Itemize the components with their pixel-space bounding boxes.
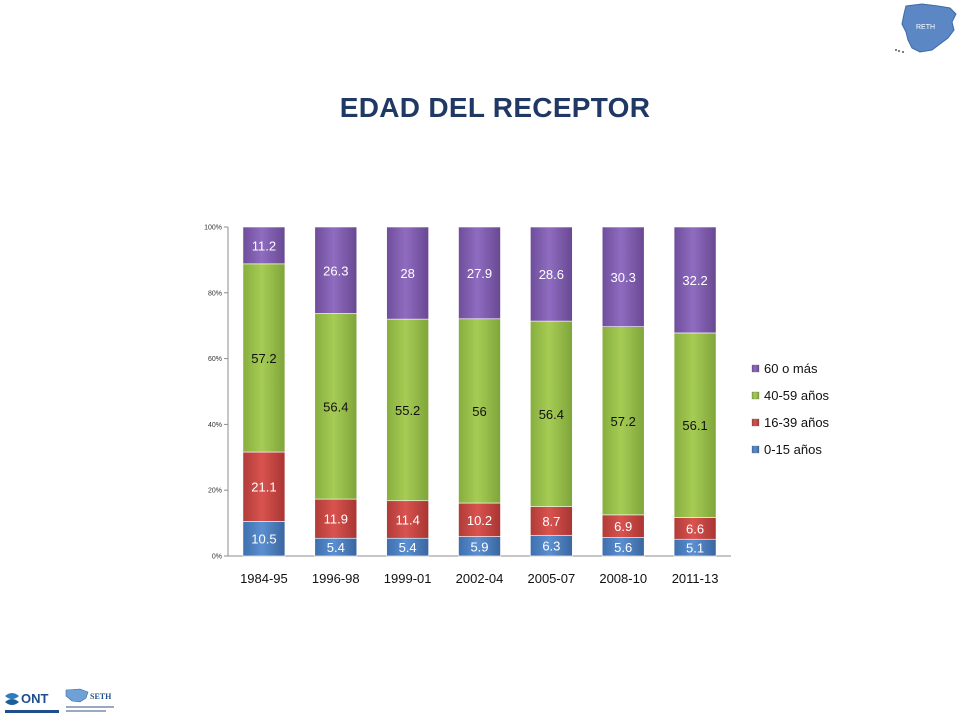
ont-logo-text: ONT <box>21 691 49 706</box>
data-label-0-15: 5.6 <box>614 540 632 555</box>
y-tick-label: 20% <box>208 488 222 495</box>
x-tick-label: 2008-10 <box>599 571 647 586</box>
bar-segment-16-39 <box>530 506 573 536</box>
data-label-60-plus: 32.2 <box>682 273 707 288</box>
data-label-60-plus: 30.3 <box>611 270 636 285</box>
data-label-0-15: 5.4 <box>327 540 345 555</box>
data-label-16-39: 8.7 <box>542 514 560 529</box>
legend-label: 0-15 años <box>764 442 822 457</box>
data-label-0-15: 5.9 <box>470 539 488 554</box>
y-tick-label: 40% <box>208 422 222 429</box>
data-label-0-15: 10.5 <box>251 532 276 547</box>
data-label-16-39: 10.2 <box>467 513 492 528</box>
data-label-60-plus: 27.9 <box>467 266 492 281</box>
legend-label: 60 o más <box>764 361 818 376</box>
spain-map-logo: RETH <box>895 3 957 53</box>
bar-segment-60-plus <box>242 226 286 265</box>
bar-segment-40-59 <box>386 318 429 502</box>
y-tick-label: 60% <box>208 356 222 363</box>
legend-swatch <box>751 391 760 400</box>
data-label-16-39: 6.6 <box>686 521 704 536</box>
bar-segment-40-59 <box>242 263 286 453</box>
bar-segment-60-plus <box>458 226 501 320</box>
data-label-60-plus: 26.3 <box>323 263 348 278</box>
legend-swatch <box>751 418 760 427</box>
bar-segment-16-39 <box>458 502 501 537</box>
seth-logo-text: SETH <box>90 692 112 701</box>
data-label-60-plus: 28 <box>400 266 414 281</box>
bar-segment-60-plus <box>530 226 573 322</box>
data-label-40-59: 57.2 <box>251 351 276 366</box>
bar-segment-40-59 <box>314 313 358 500</box>
data-label-40-59: 55.2 <box>395 403 420 418</box>
y-axis-ticks: 0% 20% 40% 60% 80% 100% <box>204 225 228 561</box>
x-tick-label: 2005-07 <box>527 571 575 586</box>
ont-logo: ONT <box>5 691 59 713</box>
data-label-40-59: 56.4 <box>539 407 564 422</box>
bar-segment-60-plus <box>673 226 717 334</box>
seth-logo: SETH <box>65 688 114 712</box>
legend-label: 16-39 años <box>764 415 830 430</box>
bar-segment-60-plus <box>601 226 645 327</box>
data-label-60-plus: 11.2 <box>252 238 276 253</box>
data-label-16-39: 21.1 <box>251 480 276 495</box>
data-label-16-39: 11.9 <box>324 512 348 527</box>
legend: 60 o más 40-59 años 16-39 años 0-15 años <box>751 361 830 457</box>
bar-segment-16-39 <box>314 498 358 539</box>
data-label-40-59: 56 <box>472 404 486 419</box>
y-tick-label: 80% <box>208 290 222 297</box>
bars: 10.5 21.1 57.2 11.2 5.4 11.9 56.4 26.3 5.4 11.4 55… <box>242 226 717 557</box>
data-label-40-59: 56.4 <box>323 399 348 414</box>
data-label-16-39: 6.9 <box>614 519 632 534</box>
data-label-0-15: 5.4 <box>399 540 417 555</box>
data-label-0-15: 5.1 <box>686 541 704 556</box>
x-tick-label: 2002-04 <box>456 571 504 586</box>
x-tick-label: 1984-95 <box>240 571 288 586</box>
data-label-40-59: 56.1 <box>682 418 707 433</box>
x-tick-label: 1996-98 <box>312 571 360 586</box>
data-label-60-plus: 28.6 <box>539 267 564 282</box>
bar-segment-40-59 <box>673 332 717 518</box>
x-tick-label: 1999-01 <box>384 571 432 586</box>
bar-segment-60-plus <box>386 226 429 320</box>
bar-segment-40-59 <box>601 326 645 516</box>
slide-title: EDAD DEL RECEPTOR <box>339 92 651 123</box>
data-label-40-59: 57.2 <box>611 414 636 429</box>
data-label-16-39: 11.4 <box>395 512 419 527</box>
data-label-0-15: 6.3 <box>542 539 560 554</box>
bar-segment-40-59 <box>458 318 501 504</box>
x-tick-label: 2011-13 <box>672 571 719 586</box>
map-logo-text: RETH <box>916 24 935 31</box>
legend-label: 40-59 años <box>764 388 830 403</box>
bar-segment-60-plus <box>314 226 358 314</box>
y-tick-label: 0% <box>212 554 222 561</box>
legend-swatch <box>751 364 760 373</box>
y-tick-label: 100% <box>204 225 222 232</box>
bar-segment-0-15 <box>242 521 286 557</box>
bar-segment-16-39 <box>242 451 286 522</box>
x-axis-labels: 1984-95 1996-98 1999-01 2002-04 2005-07 2008-… <box>240 571 718 586</box>
bar-segment-16-39 <box>386 500 429 539</box>
legend-swatch <box>751 445 760 454</box>
